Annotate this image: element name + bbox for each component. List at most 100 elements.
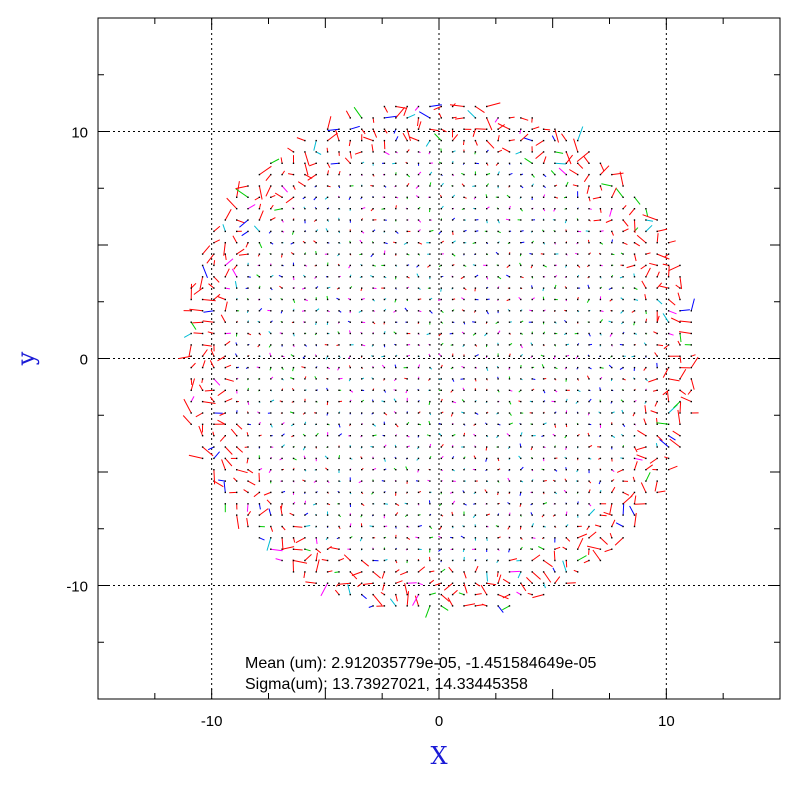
vector-origin — [508, 605, 511, 607]
vector-origin — [429, 503, 431, 505]
vector-origin — [281, 435, 283, 437]
vector-mark — [315, 559, 320, 573]
vector-origin — [611, 446, 613, 448]
vector-origin — [611, 435, 613, 437]
vector-origin — [486, 423, 488, 425]
vector-origin — [497, 230, 499, 233]
vector-origin — [440, 571, 442, 573]
vector-origin — [224, 469, 226, 471]
vector-mark — [441, 605, 449, 611]
vector-origin — [542, 276, 545, 278]
y-tick-label: 0 — [80, 352, 88, 369]
vector-origin — [622, 196, 624, 198]
vector-origin — [611, 469, 613, 471]
vector-origin — [281, 525, 283, 528]
vector-origin — [440, 276, 442, 278]
vector-mark — [475, 582, 481, 587]
vector-origin — [679, 355, 681, 357]
vector-origin — [247, 196, 249, 198]
vector-mark — [659, 285, 669, 289]
vector-mark — [425, 140, 431, 147]
vector-origin — [361, 355, 363, 357]
vector-origin — [667, 298, 670, 301]
vector-mark — [497, 574, 502, 584]
vector-origin — [622, 525, 624, 528]
vector-mark — [467, 109, 476, 119]
vector-origin — [520, 423, 522, 425]
vector-origin — [395, 355, 397, 357]
vector-origin — [451, 219, 454, 221]
vector-origin — [667, 332, 670, 335]
vector-origin — [451, 344, 454, 346]
vector-origin — [270, 332, 272, 335]
vector-mark — [313, 140, 317, 151]
vector-origin — [247, 264, 249, 267]
vector-origin — [338, 446, 340, 448]
vector-origin — [622, 242, 624, 244]
vector-origin — [315, 162, 317, 164]
vector-origin — [395, 446, 397, 448]
vector-mark — [640, 264, 647, 270]
vector-mark — [223, 242, 226, 256]
vector-origin — [236, 208, 238, 210]
vector-origin — [531, 423, 533, 425]
vector-origin — [315, 208, 317, 210]
vector-origin — [224, 366, 226, 369]
vector-origin — [554, 571, 556, 573]
vector-mark — [236, 423, 243, 430]
vector-origin — [531, 378, 533, 380]
vector-origin — [304, 173, 306, 176]
vector-origin — [292, 208, 295, 210]
vector-origin — [451, 298, 454, 301]
vector-origin — [554, 457, 556, 460]
vector-origin — [520, 446, 522, 448]
vector-mark — [662, 367, 670, 378]
vector-mark — [634, 461, 638, 470]
vector-origin — [588, 423, 590, 425]
vector-origin — [417, 503, 420, 505]
vector-origin — [372, 117, 374, 119]
vector-origin — [542, 332, 545, 335]
vector-origin — [542, 287, 545, 289]
vector-origin — [247, 457, 249, 460]
vector-mark — [519, 129, 522, 134]
vector-origin — [497, 593, 499, 596]
vector-origin — [361, 593, 363, 596]
vector-origin — [588, 491, 590, 494]
vector-origin — [645, 446, 647, 448]
vector-origin — [361, 344, 363, 346]
vector-origin — [383, 582, 386, 584]
vector-origin — [577, 219, 579, 221]
vector-origin — [213, 469, 215, 471]
vector-origin — [315, 366, 317, 369]
vector-mark — [634, 253, 637, 262]
vector-origin — [417, 480, 420, 482]
vector-origin — [656, 253, 658, 255]
vector-mark — [202, 349, 208, 357]
vector-origin — [531, 242, 533, 244]
vector-origin — [577, 378, 579, 380]
vector-mark — [253, 225, 260, 232]
vector-origin — [520, 117, 522, 119]
vector-origin — [451, 139, 454, 142]
vector-origin — [304, 355, 306, 357]
vector-origin — [258, 264, 261, 267]
vector-origin — [451, 355, 454, 357]
vector-origin — [338, 298, 340, 301]
vector-origin — [406, 503, 408, 505]
vector-origin — [258, 219, 261, 221]
vector-origin — [440, 208, 442, 210]
vector-mark — [558, 167, 567, 175]
vector-origin — [656, 400, 658, 403]
vector-origin — [429, 435, 431, 437]
vector-origin — [554, 287, 556, 289]
vector-origin — [304, 287, 306, 289]
vector-mark — [207, 331, 215, 334]
vector-origin — [247, 525, 249, 528]
vector-origin — [361, 457, 363, 460]
vector-mark — [502, 605, 510, 611]
vector-origin — [395, 151, 397, 153]
vector-origin — [599, 548, 602, 550]
vector-mark — [350, 125, 360, 130]
vector-origin — [281, 208, 283, 210]
